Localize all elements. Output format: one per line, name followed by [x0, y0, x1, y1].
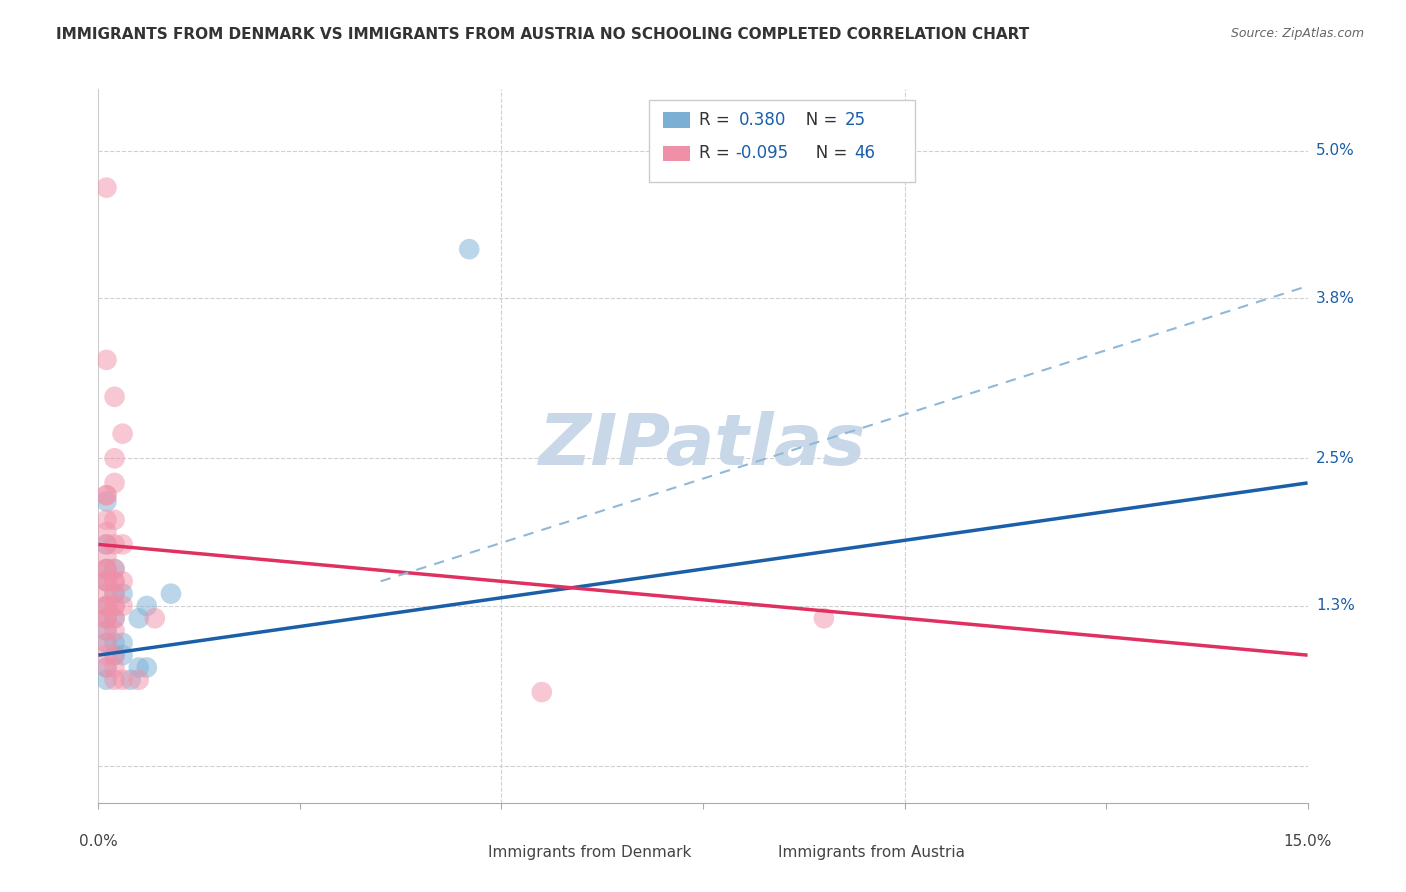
- Point: [135, 599, 157, 613]
- Point: [103, 587, 125, 601]
- Point: [103, 648, 125, 662]
- Text: N =: N =: [790, 111, 842, 128]
- Point: [103, 562, 125, 576]
- Text: 1.3%: 1.3%: [1316, 599, 1355, 614]
- Point: [96, 574, 118, 589]
- Text: R =: R =: [699, 145, 735, 162]
- Text: -0.095: -0.095: [735, 145, 789, 162]
- Point: [143, 611, 166, 625]
- Point: [128, 611, 150, 625]
- Text: 46: 46: [855, 145, 875, 162]
- Point: [96, 599, 118, 613]
- Point: [96, 673, 118, 687]
- Point: [128, 660, 150, 674]
- Point: [103, 599, 125, 613]
- Text: N =: N =: [800, 145, 852, 162]
- Point: [96, 660, 118, 674]
- Point: [96, 537, 118, 551]
- Point: [96, 488, 118, 502]
- Text: 2.5%: 2.5%: [1316, 450, 1354, 466]
- Point: [111, 537, 134, 551]
- Point: [96, 494, 118, 508]
- Text: 25: 25: [845, 111, 866, 128]
- Point: [135, 660, 157, 674]
- Point: [96, 488, 118, 502]
- Point: [103, 599, 125, 613]
- Text: Source: ZipAtlas.com: Source: ZipAtlas.com: [1230, 27, 1364, 40]
- Point: [96, 599, 118, 613]
- Point: [96, 599, 118, 613]
- Point: [103, 673, 125, 687]
- Point: [111, 636, 134, 650]
- Text: 5.0%: 5.0%: [1316, 144, 1354, 158]
- Point: [96, 574, 118, 589]
- Text: 0.0%: 0.0%: [79, 833, 118, 848]
- Point: [96, 636, 118, 650]
- Point: [103, 587, 125, 601]
- Point: [111, 574, 134, 589]
- Point: [96, 587, 118, 601]
- Point: [103, 513, 125, 527]
- Point: [103, 390, 125, 404]
- Point: [96, 574, 118, 589]
- Bar: [664, 112, 690, 128]
- Point: [103, 574, 125, 589]
- Text: 15.0%: 15.0%: [1284, 833, 1331, 848]
- Point: [111, 426, 134, 441]
- Text: Immigrants from Austria: Immigrants from Austria: [778, 846, 965, 860]
- Point: [103, 660, 125, 674]
- Point: [96, 624, 118, 638]
- Point: [103, 574, 125, 589]
- Point: [111, 673, 134, 687]
- Point: [103, 611, 125, 625]
- Point: [96, 660, 118, 674]
- Point: [103, 451, 125, 466]
- Point: [111, 599, 134, 613]
- Point: [96, 513, 118, 527]
- Text: ZIPatlas: ZIPatlas: [540, 411, 866, 481]
- Text: 3.8%: 3.8%: [1316, 291, 1355, 306]
- Point: [120, 673, 142, 687]
- Point: [96, 180, 118, 194]
- FancyBboxPatch shape: [648, 100, 915, 182]
- Point: [96, 636, 118, 650]
- Point: [111, 587, 134, 601]
- Point: [103, 636, 125, 650]
- Point: [103, 475, 125, 490]
- Point: [103, 611, 125, 625]
- Point: [96, 352, 118, 367]
- Point: [96, 562, 118, 576]
- Point: [128, 673, 150, 687]
- Bar: [664, 145, 690, 161]
- Point: [96, 611, 118, 625]
- Point: [458, 242, 481, 256]
- Point: [96, 611, 118, 625]
- Point: [96, 624, 118, 638]
- Point: [96, 537, 118, 551]
- Point: [111, 648, 134, 662]
- Point: [96, 525, 118, 540]
- Text: Immigrants from Denmark: Immigrants from Denmark: [488, 846, 692, 860]
- Point: [530, 685, 553, 699]
- Point: [96, 562, 118, 576]
- Text: IMMIGRANTS FROM DENMARK VS IMMIGRANTS FROM AUSTRIA NO SCHOOLING COMPLETED CORREL: IMMIGRANTS FROM DENMARK VS IMMIGRANTS FR…: [56, 27, 1029, 42]
- Text: 0.380: 0.380: [740, 111, 786, 128]
- Point: [160, 587, 183, 601]
- Point: [96, 562, 118, 576]
- Point: [96, 611, 118, 625]
- Point: [96, 549, 118, 564]
- Point: [103, 624, 125, 638]
- Text: R =: R =: [699, 111, 741, 128]
- Point: [103, 648, 125, 662]
- Bar: [727, 844, 769, 862]
- Point: [96, 648, 118, 662]
- Bar: [437, 844, 479, 862]
- Point: [103, 537, 125, 551]
- Point: [103, 562, 125, 576]
- Point: [813, 611, 835, 625]
